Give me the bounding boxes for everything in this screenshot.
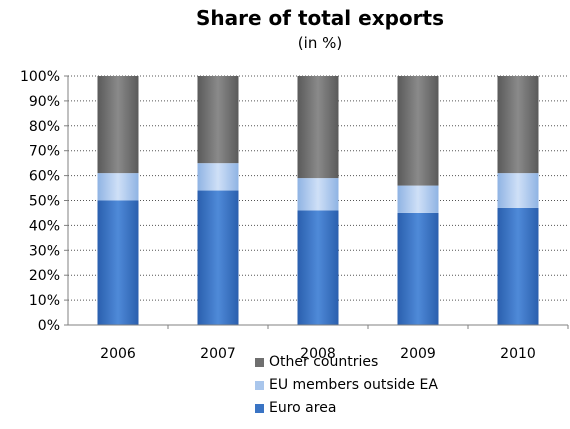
- y-tick-label: 20%: [29, 268, 60, 284]
- bar-segment-euro-area-2008: [297, 210, 339, 325]
- legend-label: EU members outside EA: [269, 377, 438, 393]
- bar-segment-other-countries-2007: [197, 76, 239, 164]
- y-tick-label: 40%: [29, 218, 60, 234]
- y-tick-label: 10%: [29, 293, 60, 309]
- y-tick-label: 70%: [29, 144, 60, 160]
- legend-swatch: [255, 380, 264, 390]
- x-tick-label: 2007: [200, 346, 236, 362]
- bar-segment-euro-area-2007: [197, 190, 239, 325]
- bar-segment-euro-area-2010: [497, 207, 539, 325]
- y-tick-label: 60%: [29, 169, 60, 185]
- bar-segment-euro-area-2009: [397, 212, 439, 325]
- x-tick-label: 2006: [100, 346, 136, 362]
- y-tick-label: 0%: [38, 318, 60, 334]
- bar-segment-eu-members-outside-ea-2010: [497, 173, 539, 208]
- legend-item-euro-area: Euro area: [255, 400, 336, 416]
- x-tick-label: 2008: [300, 346, 336, 362]
- chart-title: Share of total exports: [196, 6, 444, 30]
- legend-swatch: [255, 403, 264, 413]
- bar-segment-eu-members-outside-ea-2007: [197, 163, 239, 191]
- y-tick-label: 90%: [29, 94, 60, 110]
- y-tick-label: 80%: [29, 119, 60, 135]
- bar-segment-other-countries-2010: [497, 76, 539, 174]
- legend-item-eu-members-outside-ea: EU members outside EA: [255, 377, 438, 393]
- bar-segment-other-countries-2009: [397, 76, 439, 186]
- y-tick-label: 100%: [20, 69, 60, 85]
- y-tick-label: 50%: [29, 194, 60, 210]
- bar-segment-eu-members-outside-ea-2008: [297, 178, 339, 211]
- legend-label: Euro area: [269, 400, 337, 416]
- legend-item-other-countries: Other countries: [255, 354, 378, 370]
- legend-swatch: [255, 357, 264, 367]
- bar-segment-euro-area-2006: [97, 200, 139, 325]
- bar-segment-other-countries-2006: [97, 76, 139, 174]
- x-tick-label: 2009: [400, 346, 436, 362]
- bar-segment-eu-members-outside-ea-2009: [397, 185, 439, 213]
- y-tick-label: 30%: [29, 243, 60, 259]
- legend-label: Other countries: [269, 354, 379, 370]
- bar-segment-eu-members-outside-ea-2006: [97, 173, 139, 201]
- x-tick-label: 2010: [500, 346, 536, 362]
- bar-segment-other-countries-2008: [297, 76, 339, 179]
- chart-subtitle: (in %): [297, 34, 343, 52]
